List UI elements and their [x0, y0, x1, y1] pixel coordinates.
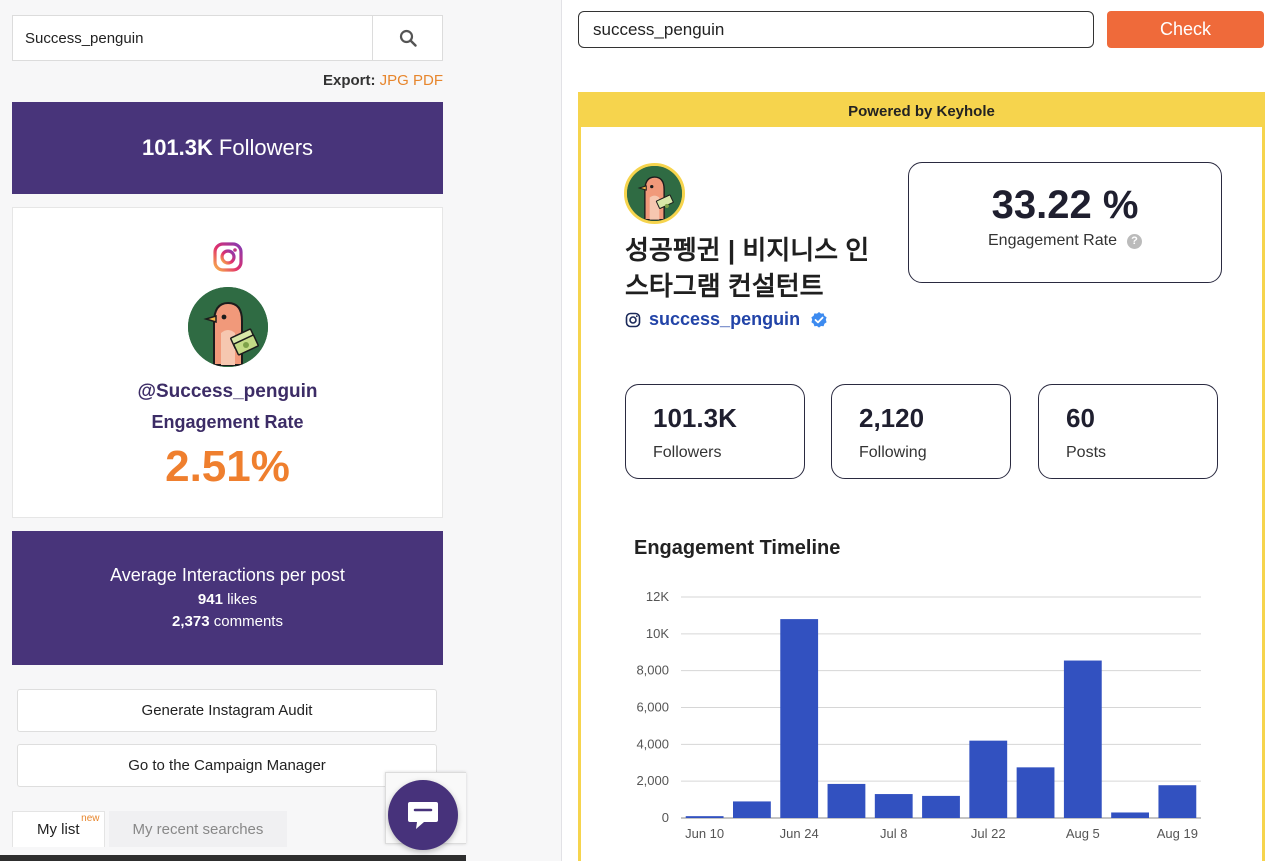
- export-pdf-link[interactable]: PDF: [413, 72, 443, 89]
- search-icon: [399, 29, 417, 47]
- x-tick-label: Aug 5: [1066, 826, 1100, 841]
- avg-likes-num: 941: [197, 591, 223, 608]
- y-tick-label: 8,000: [636, 663, 669, 678]
- chat-icon: [408, 802, 438, 829]
- x-tick-label: Jun 10: [685, 826, 724, 841]
- chart-bar: [827, 783, 866, 818]
- stat-value: 60: [1066, 403, 1095, 433]
- avatar: [188, 287, 268, 367]
- export-row: Export: JPG PDF: [12, 72, 443, 89]
- avg-likes: 941 likes: [12, 591, 443, 608]
- new-badge: new: [81, 813, 100, 824]
- profile-name-line2: 스타그램 컨설턴트: [625, 271, 824, 301]
- tab-my-list[interactable]: My list new: [12, 811, 105, 847]
- y-tick-label: 4,000: [636, 736, 669, 751]
- stat-label: Followers: [653, 444, 722, 461]
- chart-bar: [733, 801, 771, 818]
- engagement-rate-card: 33.22 % Engagement Rate ?: [908, 162, 1222, 283]
- verified-badge-icon: [811, 311, 827, 328]
- chart-bar: [1016, 767, 1055, 818]
- stat-value: 101.3K: [653, 403, 737, 433]
- avg-likes-label: likes: [227, 591, 258, 608]
- y-tick-label: 6,000: [636, 700, 669, 715]
- avg-interactions-title: Average Interactions per post: [110, 565, 345, 585]
- followers-banner: 101.3K Followers: [12, 102, 443, 194]
- y-tick-label: 2,000: [636, 773, 669, 788]
- search-input[interactable]: [13, 16, 372, 60]
- handle-input[interactable]: [578, 11, 1094, 48]
- chart-bar: [922, 795, 960, 818]
- chart-bar: [874, 794, 913, 818]
- x-tick-label: Jul 8: [880, 826, 907, 841]
- stat-label: Posts: [1066, 444, 1107, 461]
- chart-bar: [1063, 660, 1102, 818]
- avg-comments-label: comments: [213, 613, 283, 630]
- x-tick-label: Jun 24: [780, 826, 819, 841]
- average-interactions-box: Average Interactions per post 941 likes …: [12, 531, 443, 665]
- tab-recent-searches[interactable]: My recent searches: [108, 811, 288, 847]
- y-tick-label: 10K: [646, 626, 669, 641]
- stat-posts-card: 60 Posts: [1038, 384, 1218, 479]
- export-jpg-link[interactable]: JPG: [379, 72, 409, 89]
- engagement-rate-value: 33.22 %: [991, 183, 1139, 227]
- list-tabs: My list new My recent searches: [12, 811, 288, 851]
- chart-bar: [1158, 785, 1197, 818]
- export-label: Export:: [322, 72, 376, 89]
- profile-card: @Success_penguin Engagement Rate 2.51%: [12, 207, 443, 518]
- chat-button[interactable]: [388, 780, 458, 850]
- left-panel: Export: JPG PDF 101.3K Followers: [0, 0, 562, 861]
- followers-label: Followers: [218, 135, 314, 160]
- engagement-rate-value: 2.51%: [165, 442, 290, 491]
- profile-handle: @Success_penguin: [137, 381, 318, 402]
- profile-handle-text: success_penguin: [649, 309, 801, 329]
- chart-title: Engagement Timeline: [634, 537, 841, 559]
- help-icon[interactable]: ?: [1126, 233, 1142, 249]
- engagement-rate-label: Engagement Rate: [151, 412, 304, 432]
- profile-name-line1: 성공펭귄 | 비지니스 인: [625, 235, 870, 265]
- y-tick-label: 12K: [646, 589, 669, 604]
- stat-label: Following: [859, 444, 927, 461]
- avatar: [624, 163, 685, 224]
- penguin-avatar-icon: [188, 287, 268, 367]
- chart-bar: [685, 816, 724, 818]
- profile-name: 성공펭귄 | 비지니스 인 스타그램 컨설턴트: [625, 232, 885, 304]
- instagram-icon: [625, 312, 641, 327]
- followers-count: 101.3K: [141, 135, 213, 160]
- bottom-divider: [0, 855, 466, 861]
- check-button[interactable]: Check: [1107, 11, 1264, 48]
- engagement-timeline-chart: 0 2,000 4,000 6,000 8,000 10K 12K Jun 10 Jun 24 J…: [636, 589, 1201, 841]
- stat-value: 2,120: [859, 403, 925, 433]
- right-panel: Check Powered by Keyhole 성공펭귄 | 비지니스 인 스…: [562, 0, 1280, 861]
- stat-followers-card: 101.3K Followers: [625, 384, 805, 479]
- engagement-rate-label: Engagement Rate: [988, 232, 1117, 249]
- x-tick-label: Jul 22: [971, 826, 1006, 841]
- y-tick-label: 0: [662, 810, 669, 825]
- chart-bar: [1111, 812, 1149, 818]
- tab-my-list-label: My list: [37, 821, 80, 838]
- penguin-avatar-icon: [627, 166, 682, 221]
- instagram-icon: [213, 242, 243, 272]
- chart-bar: [969, 740, 1008, 818]
- search-bar: [12, 15, 443, 61]
- generate-audit-button[interactable]: Generate Instagram Audit: [17, 689, 437, 732]
- avg-comments-num: 2,373: [172, 613, 210, 630]
- engagement-rate-caption: Engagement Rate ?: [909, 232, 1221, 250]
- chart-bar: [780, 619, 819, 818]
- search-button[interactable]: [372, 16, 442, 60]
- profile-handle-link[interactable]: success_penguin: [625, 309, 828, 330]
- stat-following-card: 2,120 Following: [831, 384, 1011, 479]
- powered-by-banner: Powered by Keyhole: [581, 95, 1262, 127]
- avg-comments: 2,373 comments: [12, 613, 443, 630]
- report-card: Powered by Keyhole 성공펭귄 | 비지니스 인 스타그램 컨설…: [578, 92, 1265, 861]
- campaign-manager-button[interactable]: Go to the Campaign Manager: [17, 744, 437, 787]
- x-tick-label: Aug 19: [1157, 826, 1198, 841]
